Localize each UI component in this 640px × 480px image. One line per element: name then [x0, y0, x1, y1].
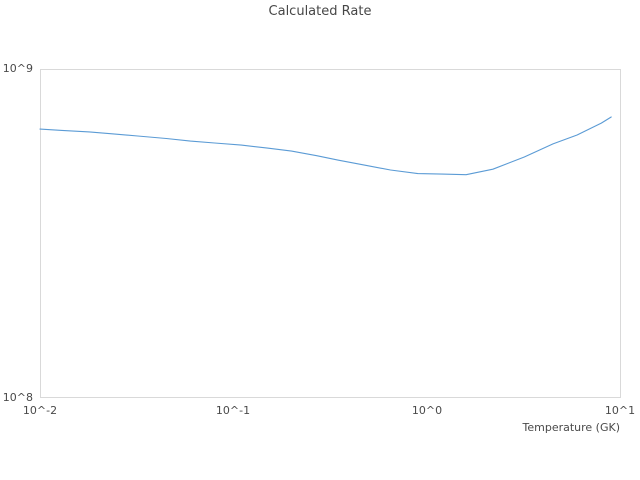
x-tick-1e-2: 10^-2 — [22, 404, 58, 417]
x-tick-1e1: 10^1 — [604, 404, 636, 417]
y-tick-1e8: 10^8 — [2, 391, 33, 404]
chart-title: Calculated Rate — [268, 4, 372, 19]
x-tick-1e0: 10^0 — [411, 404, 443, 417]
y-tick-1e9: 10^9 — [2, 62, 33, 75]
x-axis-title: Temperature (GK) — [522, 421, 621, 434]
plot-area — [40, 69, 621, 398]
x-tick-1e-1: 10^-1 — [215, 404, 251, 417]
